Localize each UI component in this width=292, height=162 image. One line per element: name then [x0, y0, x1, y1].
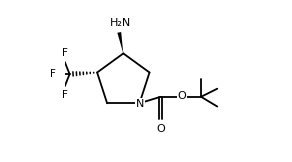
Text: N: N: [136, 99, 145, 109]
Text: O: O: [156, 124, 165, 133]
Text: H₂N: H₂N: [110, 18, 131, 28]
Text: F: F: [62, 48, 68, 58]
Text: F: F: [62, 90, 68, 100]
Text: F: F: [51, 69, 56, 79]
Polygon shape: [117, 32, 123, 53]
Text: O: O: [177, 92, 186, 101]
